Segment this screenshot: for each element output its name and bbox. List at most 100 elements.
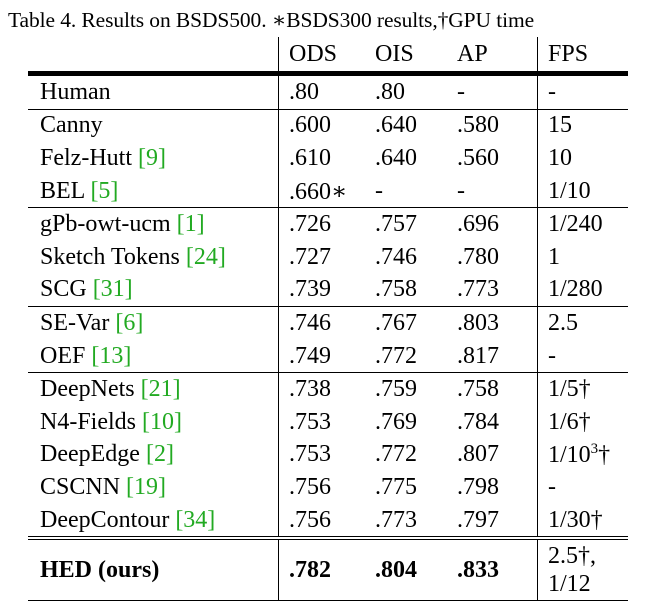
- method-name: Canny: [40, 112, 103, 139]
- method-name: DeepEdge: [40, 441, 140, 468]
- method-name: Felz-Hutt: [40, 144, 132, 171]
- method-name: SE-Var: [40, 309, 110, 336]
- ods-cell: .756: [278, 503, 375, 539]
- table-row: N4-Fields [10] .753 .769 .784 1/6†: [28, 405, 628, 439]
- fps-cell: 2.5: [537, 306, 628, 340]
- ods-cell: .746: [278, 306, 375, 340]
- fps-cell: 15: [537, 108, 628, 143]
- ois-cell: .640: [375, 144, 417, 171]
- fps-cell: 1/10: [537, 174, 628, 208]
- ap-cell: .696: [457, 207, 538, 241]
- method-name: N4-Fields: [40, 408, 136, 435]
- fps-cell: 1/280: [537, 273, 628, 307]
- ois-cell: .773: [375, 506, 417, 533]
- citation-link[interactable]: [24]: [185, 243, 226, 270]
- fps-cell: 1: [537, 240, 628, 274]
- citation-link[interactable]: [31]: [92, 276, 133, 303]
- ods-cell: .739: [278, 273, 375, 307]
- citation-link[interactable]: [13]: [91, 342, 132, 369]
- fps-cell: -: [537, 471, 628, 504]
- ap-cell: .803: [457, 306, 538, 340]
- header-method: [28, 37, 279, 74]
- ap-cell: .780: [457, 243, 499, 270]
- header-fps: FPS: [537, 37, 628, 74]
- fps-cell: -: [537, 71, 628, 110]
- table-row: Felz-Hutt [9] .610 .640 .560 10: [28, 142, 628, 175]
- method-name: DeepNets: [40, 376, 135, 403]
- fps-cell: 1/103†: [537, 438, 628, 472]
- citation-link[interactable]: [34]: [175, 506, 216, 533]
- fps-line-1: 2.5†,: [548, 543, 596, 570]
- fps-cell: 1/30†: [537, 503, 628, 539]
- fps-cell: 1/6†: [537, 405, 628, 439]
- header-row: ODS OIS AP FPS: [28, 37, 628, 74]
- ap-cell: .798: [457, 473, 499, 500]
- method-name: OEF: [40, 342, 86, 369]
- ois-cell: .767: [375, 306, 457, 340]
- ods-cell: .600: [278, 108, 375, 143]
- fps-cell: 1/5†: [537, 372, 628, 406]
- citation-link[interactable]: [21]: [140, 376, 181, 403]
- ap-cell: .580: [457, 108, 538, 143]
- method-name: Human: [40, 78, 111, 105]
- method-cell: HED (ours): [28, 536, 279, 601]
- table-row: DeepNets [21] .738 .759 .758 1/5†: [28, 372, 628, 406]
- ods-cell: .753: [278, 438, 375, 472]
- table-caption: Table 4. Results on BSDS500. ∗BSDS300 re…: [8, 8, 535, 32]
- citation-link[interactable]: [6]: [115, 309, 144, 336]
- method-cell: DeepEdge [2]: [28, 439, 279, 472]
- method-cell: CSCNN [19]: [28, 471, 279, 504]
- ois-cell: .769: [375, 408, 417, 435]
- ods-cell: .80: [278, 71, 375, 110]
- ods-cell: .660∗: [278, 174, 375, 208]
- ap-cell: .797: [457, 506, 499, 533]
- table-row: Canny .600 .640 .580 15: [28, 108, 628, 143]
- ap-cell: -: [457, 71, 538, 110]
- ois-cell: .772: [375, 342, 417, 369]
- table-row: SE-Var [6] .746 .767 .803 2.5: [28, 306, 628, 340]
- fps-cell: 10: [537, 142, 628, 175]
- table-row: DeepContour [34] .756 .773 .797 1/30†: [28, 503, 628, 539]
- citation-link[interactable]: [9]: [137, 144, 166, 171]
- table-row: CSCNN [19] .756 .775 .798 -: [28, 471, 628, 504]
- ods-cell: .726: [278, 207, 375, 241]
- method-cell: Sketch Tokens [24]: [28, 241, 279, 274]
- method-cell: Felz-Hutt [9]: [28, 142, 279, 175]
- ois-cell: .759: [375, 372, 457, 406]
- table-row: gPb-owt-ucm [1] .726 .757 .696 1/240: [28, 207, 628, 241]
- ods-cell: .782: [278, 536, 375, 601]
- method-cell: N4-Fields [10]: [28, 406, 279, 439]
- table-row: DeepEdge [2] .753 .772 .807 1/103†: [28, 438, 628, 472]
- ois-cell: .640: [375, 108, 457, 143]
- method-cell: OEF [13]: [28, 340, 279, 373]
- table-row: BEL [5] .660∗ - - 1/10: [28, 174, 628, 208]
- ois-cell: .80: [375, 71, 457, 110]
- citation-link[interactable]: [10]: [142, 408, 182, 435]
- table-row: Human .80 .80 - -: [28, 71, 628, 110]
- ois-cell: -: [375, 177, 383, 204]
- method-cell: gPb-owt-ucm [1]: [28, 207, 279, 241]
- method-cell: DeepNets [21]: [28, 372, 279, 406]
- ois-cell: .775: [375, 473, 417, 500]
- ois-cell: .758: [375, 276, 417, 303]
- header-ois: OIS: [375, 40, 414, 67]
- ap-cell: .807: [457, 441, 499, 468]
- method-cell: SE-Var [6]: [28, 306, 279, 340]
- ap-cell: .784: [457, 408, 499, 435]
- citation-link[interactable]: [2]: [145, 441, 174, 468]
- fps-gpu-mark: †: [598, 441, 611, 468]
- ap-cell: .560: [457, 144, 499, 171]
- citation-link[interactable]: [5]: [90, 177, 119, 204]
- ois-cell: .757: [375, 207, 457, 241]
- ods-cell: .738: [278, 372, 375, 406]
- ods-cell: .753: [278, 405, 375, 439]
- ois-cell: .746: [375, 243, 417, 270]
- fps-cell: 1/240: [537, 207, 628, 241]
- table-row: SCG [31] .739 .758 .773 1/280: [28, 273, 628, 307]
- method-cell: SCG [31]: [28, 274, 279, 307]
- citation-link[interactable]: [19]: [126, 473, 167, 500]
- ods-cell: .749: [278, 339, 375, 373]
- method-name: CSCNN: [40, 473, 121, 500]
- citation-link[interactable]: [1]: [176, 211, 205, 238]
- header-ods: ODS: [278, 37, 375, 74]
